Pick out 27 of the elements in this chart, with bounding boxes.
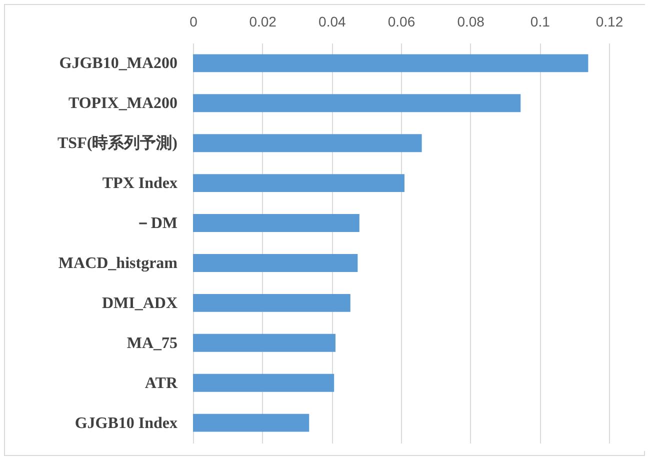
- y-tick-label: MACD_histgram: [58, 254, 178, 272]
- x-tick-label: 0.04: [318, 14, 346, 30]
- bar: [193, 54, 588, 72]
- bar: [193, 254, 358, 272]
- x-tick-label: 0: [190, 14, 198, 30]
- bar: [193, 374, 334, 392]
- x-tick-label: 0.02: [249, 14, 277, 30]
- bar: [193, 94, 521, 112]
- x-tick-label: 0.08: [457, 14, 485, 30]
- x-tick-label: 0.1: [530, 14, 550, 30]
- bar: [193, 214, 360, 232]
- y-tick-label: DMI_ADX: [102, 294, 178, 312]
- x-tick-label: 0.12: [596, 14, 624, 30]
- y-tick-label: TPX Index: [102, 175, 178, 192]
- y-tick-label: MA_75: [126, 334, 178, 352]
- y-tick-label: TSF(時系列予測): [58, 134, 178, 152]
- bar: [193, 334, 336, 352]
- bar: [193, 134, 422, 152]
- y-tick-label: ATR: [144, 374, 178, 392]
- y-tick-label: －DM: [134, 215, 178, 232]
- x-tick-label: 0.06: [388, 14, 416, 30]
- bar: [193, 174, 404, 192]
- y-tick-label: GJGB10 Index: [74, 414, 178, 432]
- bar: [193, 294, 350, 312]
- y-tick-label: TOPIX_MA200: [68, 95, 178, 112]
- bar: [193, 414, 310, 432]
- y-tick-label: GJGB10_MA200: [59, 55, 178, 72]
